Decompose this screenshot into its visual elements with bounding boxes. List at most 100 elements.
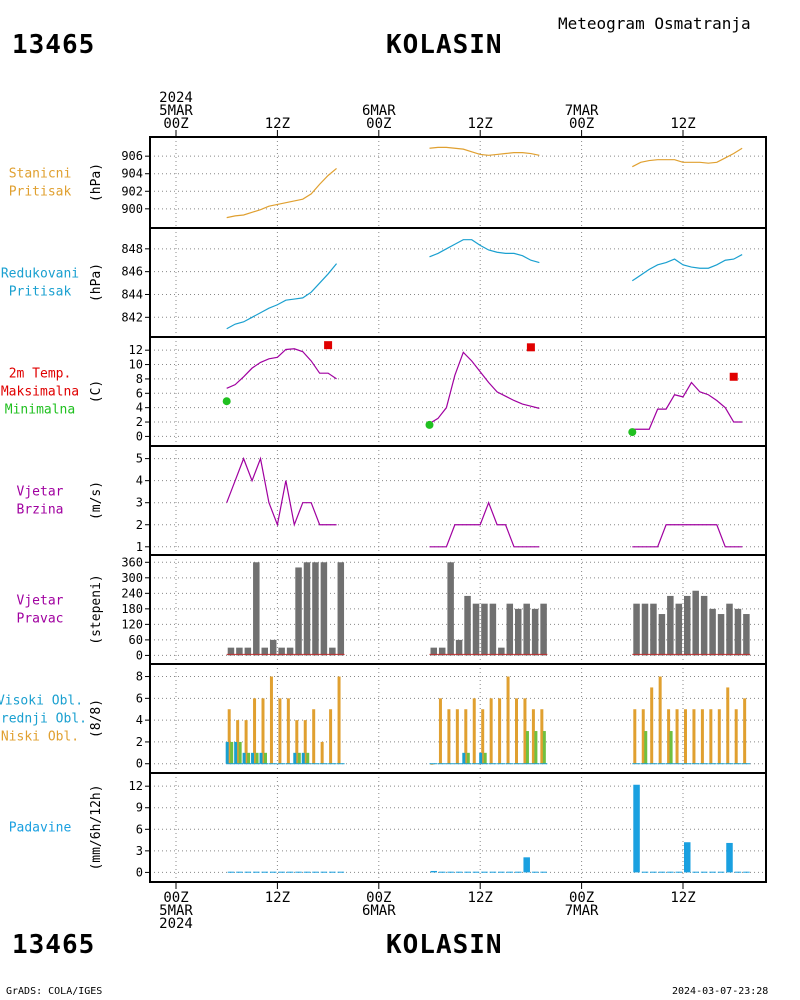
winddir-bar	[684, 595, 691, 656]
cloud-mid-bar	[297, 752, 301, 764]
bottom-time-label: 2024	[159, 916, 193, 932]
winddir-bar	[481, 603, 488, 656]
cloud-low-bar	[455, 709, 459, 764]
wind-ytick-label: 3	[136, 496, 143, 510]
winddir-ytick-label: 120	[121, 617, 143, 631]
clouds-label: Niski Obl.	[1, 730, 79, 745]
winddir-bar	[329, 647, 336, 656]
redukovani-ytick-label: 846	[121, 265, 143, 279]
precip-ytick-label: 0	[136, 865, 143, 879]
winddir-bar	[540, 603, 547, 656]
clouds-ytick-label: 6	[136, 691, 143, 705]
bottom-time-label: 00Z	[366, 890, 391, 906]
temp-series-line	[632, 381, 743, 430]
temp-ytick-label: 12	[129, 343, 143, 357]
redukovani-label: Redukovani	[1, 267, 79, 282]
winddir-bar	[227, 647, 235, 656]
cloud-mid-bar	[644, 731, 648, 764]
winddir-ytick-label: 300	[121, 571, 143, 585]
top-time-label: 12Z	[670, 116, 695, 132]
winddir-bar	[244, 647, 252, 656]
redukovani-ytick-label: 844	[121, 287, 143, 301]
wind-label: Vjetar	[17, 485, 64, 500]
cloud-low-bar	[734, 709, 738, 764]
cloud-low-bar	[337, 676, 341, 764]
min-temp-marker	[222, 397, 231, 406]
cloud-high-bar	[462, 752, 466, 764]
max-temp-marker	[324, 341, 333, 350]
winddir-bar	[320, 562, 328, 656]
stanicni-series-line	[226, 167, 337, 219]
winddir-bar	[692, 590, 699, 656]
cloud-mid-bar	[306, 752, 310, 764]
precip-bar	[498, 871, 505, 873]
precip-ytick-label: 3	[136, 844, 143, 858]
precip-bar	[312, 871, 319, 873]
top-time-label: 12Z	[468, 116, 493, 132]
cloud-low-bar	[506, 676, 510, 764]
cloud-low-bar	[236, 720, 240, 764]
precip-bar	[506, 871, 514, 873]
cloud-low-bar	[329, 709, 333, 764]
winddir-ytick-label: 240	[121, 586, 143, 600]
cloud-low-bar	[523, 698, 527, 764]
cloud-low-bar	[726, 687, 730, 764]
top-time-label: 00Z	[366, 116, 391, 132]
max-temp-marker	[526, 343, 535, 352]
cloud-low-bar	[464, 709, 468, 764]
cloud-high-bar	[242, 752, 246, 764]
winddir-bar	[743, 614, 750, 656]
cloud-low-bar	[261, 698, 265, 764]
cloud-low-bar	[700, 709, 704, 764]
cloud-low-bar	[286, 698, 290, 764]
winddir-bar	[658, 614, 666, 656]
bottom-time-label: 12Z	[468, 890, 493, 906]
top-time-label: 5MAR	[159, 103, 193, 119]
cloud-low-bar	[743, 698, 747, 764]
cloud-low-bar	[253, 698, 257, 764]
temp-label: 2m Temp.	[9, 367, 72, 382]
precip-bar	[295, 871, 302, 873]
precip-bar	[633, 784, 640, 873]
cloud-high-bar	[251, 752, 255, 764]
winddir-bar	[430, 647, 437, 656]
precip-bar	[438, 871, 446, 873]
precip-bar	[717, 871, 725, 873]
precip-bar	[641, 871, 649, 873]
clouds-ytick-label: 8	[136, 670, 143, 684]
redukovani-label: Pritisak	[9, 285, 72, 300]
precip-label: Padavine	[9, 821, 72, 836]
temp-ytick-label: 4	[136, 401, 143, 415]
redukovani-series-line	[226, 263, 338, 330]
station-id-top: 13465	[12, 30, 96, 60]
precip-bar	[320, 871, 328, 873]
winddir-bar	[531, 608, 539, 656]
precip-bar	[329, 871, 336, 873]
precip-bar	[650, 871, 657, 873]
cloud-low-bar	[269, 676, 273, 764]
winddir-bar	[286, 647, 294, 656]
station-id-bottom: 13465	[12, 930, 96, 960]
cloud-low-bar	[667, 709, 671, 764]
wind-ytick-label: 1	[136, 540, 143, 554]
winddir-bar	[717, 614, 725, 656]
temp-label: Maksimalna	[1, 385, 79, 400]
temp-label: Minimalna	[5, 403, 75, 418]
wind-series-line	[429, 501, 540, 548]
precip-bar	[540, 871, 547, 873]
precip-bar	[675, 871, 683, 873]
winddir-bar	[269, 639, 277, 656]
precip-bar	[447, 871, 454, 873]
winddir-bar	[515, 608, 522, 656]
winddir-bar	[667, 595, 674, 656]
precip-ytick-label: 6	[136, 822, 143, 836]
cloud-mid-bar	[255, 752, 259, 764]
cloud-mid-bar	[542, 731, 546, 764]
winddir-bar	[337, 562, 345, 656]
precip-bar	[726, 842, 733, 873]
precip-bar	[515, 871, 522, 873]
cloud-low-bar	[481, 709, 485, 764]
cloud-low-bar	[227, 709, 231, 764]
cloud-mid-bar	[247, 752, 251, 764]
